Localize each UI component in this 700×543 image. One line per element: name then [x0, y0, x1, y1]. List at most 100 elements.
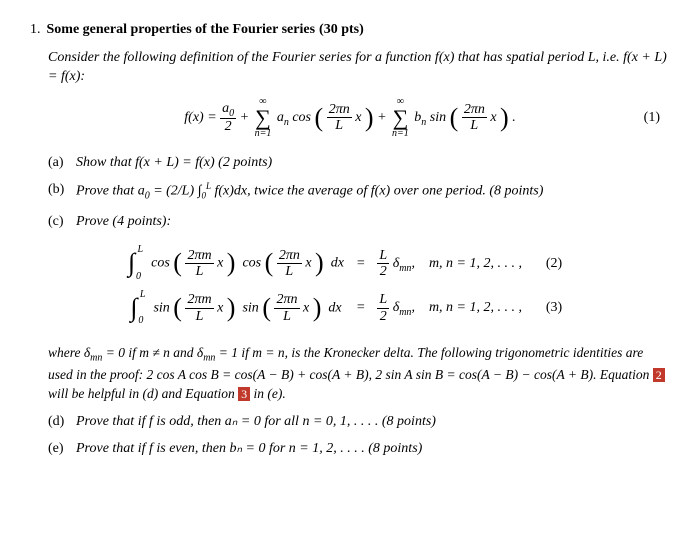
eq3-L: L [377, 292, 389, 308]
int-2: L ∫ 0 [128, 245, 135, 281]
eq2-cos2: cos [242, 256, 261, 271]
int-3: L ∫ 0 [130, 290, 137, 326]
eq2-range: m, n = 1, 2, . . . , [429, 256, 522, 271]
eq2-mn: mn [399, 263, 411, 274]
equation-2-row: L ∫ 0 cos ( 2πmL x ) cos ( 2πnL x ) dx =… [120, 241, 580, 285]
problem-number: 1. [30, 20, 41, 40]
equation-2-3: L ∫ 0 cos ( 2πmL x ) cos ( 2πnL x ) dx =… [30, 241, 670, 330]
note-mn2: mn [203, 353, 215, 364]
eq1-sin-frac: 2πn L [462, 102, 487, 134]
eq3-comma: , [411, 300, 415, 315]
int2-bot: 0 [136, 270, 141, 284]
note-t4: will be helpful in (d) and Equation [48, 386, 238, 401]
eq3-fn-bot: L [274, 309, 299, 324]
part-b-label: (b) [48, 180, 70, 203]
sin-frac-top: 2πn [462, 102, 487, 118]
b-after: f(x)dx, twice the average of f(x) over o… [211, 184, 543, 199]
part-e-text: Prove that if f is even, then bₙ = 0 for… [76, 439, 670, 459]
part-e: (e) Prove that if f is even, then bₙ = 0… [48, 439, 670, 459]
eq2-fn-top: 2πn [277, 248, 302, 264]
eq3-mn: mn [399, 307, 411, 318]
eq2-fn-bot: L [277, 264, 302, 279]
part-d-text: Prove that if f is odd, then aₙ = 0 for … [76, 412, 670, 432]
b-before: Prove that a [76, 184, 145, 199]
eq3-fn-top: 2πn [274, 292, 299, 308]
eq1-period: . [512, 110, 516, 125]
eq3-fm-bot: L [185, 309, 213, 324]
sum2-bot: n=1 [392, 129, 409, 139]
eq2-eq: = [350, 241, 371, 285]
kronecker-note: where δmn = 0 if m ≠ n and δmn = 1 if m … [48, 344, 670, 403]
eq2-x1: x [217, 256, 223, 271]
note-t5: in (e). [250, 386, 286, 401]
sum1-bot: n=1 [255, 129, 272, 139]
plus-1: + [240, 110, 253, 125]
eq1-number: (1) [644, 108, 660, 128]
note-t1: where δ [48, 345, 90, 360]
plus-2: + [377, 110, 390, 125]
eq3-x1: x [217, 300, 223, 315]
eq2-frac-n: 2πnL [277, 248, 302, 280]
part-e-label: (e) [48, 439, 70, 459]
eq2-cos1: cos [151, 256, 170, 271]
part-d: (d) Prove that if f is odd, then aₙ = 0 … [48, 412, 670, 432]
eq3-2: 2 [377, 309, 389, 324]
part-a: (a) Show that f(x + L) = f(x) (2 points) [48, 153, 670, 173]
eq1-a0-sub: 0 [229, 107, 234, 118]
eq1-bn: bn [414, 110, 426, 125]
eq3-num: (3) [546, 300, 562, 315]
eq1-a0-bot: 2 [220, 119, 236, 134]
eq2-fm-bot: L [185, 264, 213, 279]
problem-title: Some general properties of the Fourier s… [47, 20, 316, 40]
bn-sub: n [421, 117, 426, 128]
eq1-an: an [277, 110, 289, 125]
part-d-label: (d) [48, 412, 70, 432]
note-mn1: mn [90, 353, 102, 364]
eq1-a0-frac: a0 2 [220, 101, 236, 135]
b-mid: = (2/L) ∫ [150, 184, 202, 199]
eq3-sin2: sin [242, 300, 258, 315]
int2-top: L [138, 243, 144, 257]
eq2-2: 2 [377, 264, 389, 279]
eq3-sin1: sin [153, 300, 169, 315]
eq3-rhs-frac: L2 [377, 292, 389, 324]
cos-frac-bot: L [327, 118, 352, 133]
part-a-label: (a) [48, 153, 70, 173]
eq3-range: m, n = 1, 2, . . . , [429, 300, 522, 315]
part-b: (b) Prove that a0 = (2/L) ∫0L f(x)dx, tw… [48, 180, 670, 203]
part-a-text: Show that f(x + L) = f(x) (2 points) [76, 153, 670, 173]
int3-top: L [140, 288, 146, 302]
problem-points: (30 pts) [319, 20, 364, 40]
eq2-frac-m: 2πmL [185, 248, 213, 280]
sin-x: x [490, 110, 496, 125]
int3-bot: 0 [138, 314, 143, 328]
eq3-eq: = [350, 286, 371, 330]
eq1-fx: f(x) = [184, 110, 220, 125]
ref-eq3-box: 3 [238, 387, 250, 401]
eq2-x2: x [305, 256, 311, 271]
eq2-L: L [377, 248, 389, 264]
eq2-num: (2) [546, 256, 562, 271]
note-t2: = 0 if m ≠ n and δ [102, 345, 203, 360]
sin-frac-bot: L [462, 118, 487, 133]
an-sub: n [284, 117, 289, 128]
cos-frac-top: 2πn [327, 102, 352, 118]
eq2-rhs-frac: L2 [377, 248, 389, 280]
eq2-dx: dx [331, 256, 344, 271]
sum-1: ∞ ∑ n=1 [255, 97, 272, 139]
problem-intro: Consider the following definition of the… [48, 48, 670, 87]
eq3-fm-top: 2πm [185, 292, 213, 308]
sin-1: sin [430, 110, 450, 125]
eq2-comma: , [411, 256, 415, 271]
cos-1: cos [292, 110, 314, 125]
equation-3-row: L ∫ 0 sin ( 2πmL x ) sin ( 2πnL x ) dx =… [120, 286, 580, 330]
eq1-cos-frac: 2πn L [327, 102, 352, 134]
sum-2: ∞ ∑ n=1 [392, 97, 409, 139]
cos-x: x [355, 110, 361, 125]
part-c: (c) Prove (4 points): [48, 212, 670, 232]
eq3-dx: dx [328, 300, 341, 315]
part-c-text: Prove (4 points): [76, 212, 670, 232]
eq3-frac-n: 2πnL [274, 292, 299, 324]
eq2-fm-top: 2πm [185, 248, 213, 264]
eq3-frac-m: 2πmL [185, 292, 213, 324]
